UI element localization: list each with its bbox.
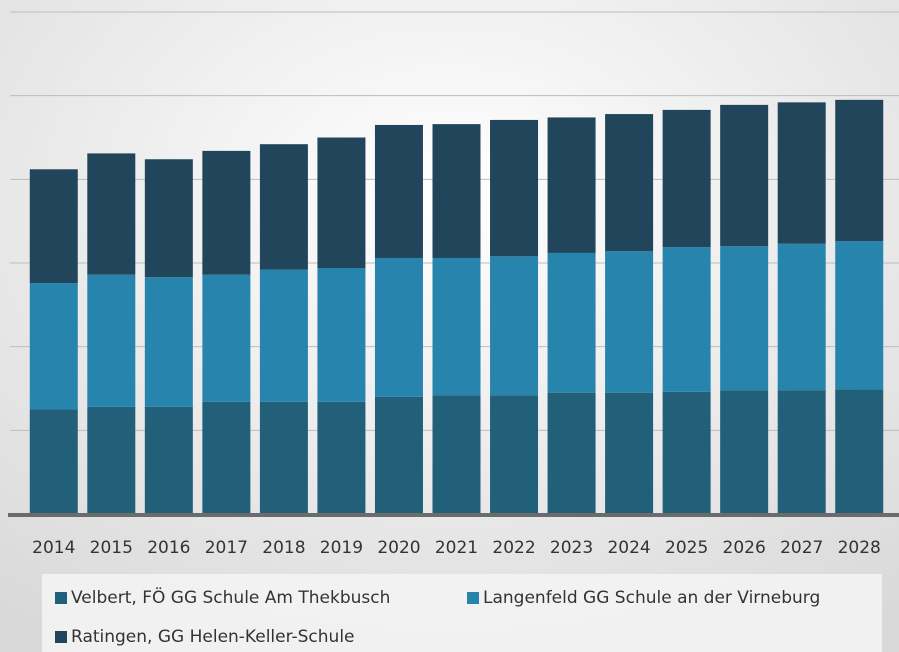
x-tick-label: 2017 xyxy=(205,538,248,558)
bar-segment xyxy=(202,401,251,514)
bar-segment xyxy=(547,392,596,514)
bar-segment xyxy=(29,409,78,514)
bar-segment xyxy=(720,104,769,247)
x-tick-label: 2024 xyxy=(607,538,650,558)
bar-segment xyxy=(662,109,711,248)
legend-label: Velbert, FÖ GG Schule Am Thekbusch xyxy=(71,586,390,608)
bar-segment xyxy=(835,99,884,242)
bar-segment xyxy=(202,150,251,275)
bar-segment xyxy=(144,277,193,407)
bar-segment xyxy=(87,406,136,514)
legend-swatch xyxy=(55,592,67,604)
x-tick-label: 2028 xyxy=(838,538,881,558)
bar-segment xyxy=(87,153,136,275)
bar-segment xyxy=(432,257,481,396)
bar-segment xyxy=(490,395,539,514)
bar-segment xyxy=(317,137,366,269)
bar-segment xyxy=(720,246,769,391)
bar-segment xyxy=(29,283,78,410)
x-tick-label: 2018 xyxy=(262,538,305,558)
x-tick-label: 2027 xyxy=(780,538,823,558)
bar-segment xyxy=(374,257,423,397)
legend-swatch xyxy=(467,592,479,604)
x-tick-label: 2021 xyxy=(435,538,478,558)
bar-segment xyxy=(29,169,78,284)
bar-segment xyxy=(605,392,654,514)
bar-segment xyxy=(259,401,308,514)
x-tick-label: 2014 xyxy=(32,538,75,558)
bar-segment xyxy=(259,269,308,402)
bar-segment xyxy=(777,243,826,391)
bar-segment xyxy=(87,274,136,407)
legend-label: Ratingen, GG Helen-Keller-Schule xyxy=(71,627,355,647)
x-tick-label: 2023 xyxy=(550,538,593,558)
bar-segment xyxy=(777,390,826,514)
legend-label: Langenfeld GG Schule an der Virneburg xyxy=(483,588,820,608)
bar-segment xyxy=(374,396,423,514)
bar-segment xyxy=(202,274,251,402)
bar-segment xyxy=(835,389,884,514)
bar-segment xyxy=(490,119,539,257)
x-tick-label: 2015 xyxy=(90,538,133,558)
bar-segment xyxy=(374,124,423,258)
x-tick-label: 2019 xyxy=(320,538,363,558)
bar-segment xyxy=(662,247,711,392)
bar-segment xyxy=(547,117,596,253)
x-tick-label: 2022 xyxy=(492,538,535,558)
bar-segment xyxy=(432,395,481,514)
x-tick-label: 2025 xyxy=(665,538,708,558)
legend-box xyxy=(42,574,882,652)
bar-segment xyxy=(490,256,539,396)
bar-segment xyxy=(144,406,193,514)
bar-segment xyxy=(605,251,654,393)
legend-swatch xyxy=(55,631,67,643)
bar-segment xyxy=(720,390,769,514)
x-tick-label: 2026 xyxy=(723,538,766,558)
x-tick-label: 2016 xyxy=(147,538,190,558)
bar-segment xyxy=(777,102,826,244)
bar-segment xyxy=(662,391,711,514)
x-tick-label: 2020 xyxy=(377,538,420,558)
bar-segment xyxy=(432,124,481,258)
bar-segment xyxy=(259,144,308,270)
bar-segment xyxy=(317,268,366,402)
bar-segment xyxy=(547,252,596,393)
bar-segment xyxy=(835,241,884,390)
bar-segment xyxy=(317,401,366,514)
bar-segment xyxy=(605,114,654,252)
bar-segment xyxy=(144,159,193,278)
